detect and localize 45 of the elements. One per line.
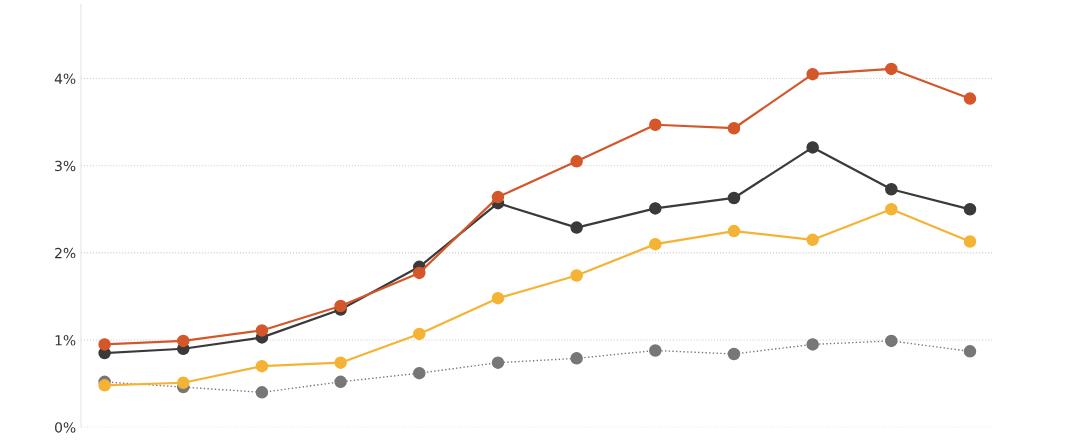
point [570, 221, 583, 234]
point [255, 324, 269, 337]
point [649, 202, 662, 215]
point [570, 155, 583, 168]
point [806, 67, 819, 81]
point [963, 203, 977, 216]
point [885, 203, 898, 216]
point [649, 118, 662, 131]
point [727, 347, 741, 361]
point [177, 334, 190, 348]
point [727, 121, 741, 135]
point [963, 345, 977, 358]
point [491, 190, 505, 204]
point [727, 224, 741, 238]
point [334, 299, 347, 313]
point [334, 375, 347, 389]
point [727, 191, 741, 205]
y-tick-label: 1% [55, 335, 76, 346]
point [570, 269, 583, 282]
y-tick-label: 4% [54, 73, 76, 85]
point [570, 352, 583, 365]
point [806, 338, 819, 351]
point [806, 233, 819, 247]
point [255, 386, 269, 399]
point [885, 62, 898, 76]
point [413, 327, 426, 341]
point [491, 291, 505, 305]
point [98, 379, 111, 392]
point [806, 141, 819, 154]
point [491, 356, 505, 369]
point [98, 338, 111, 351]
point [963, 92, 977, 105]
point [649, 237, 662, 251]
y-tick-label: 2% [55, 247, 76, 259]
point [334, 356, 347, 369]
point [963, 235, 977, 248]
y-tick-label: 0% [55, 422, 76, 433]
point [413, 366, 426, 380]
point [255, 359, 269, 373]
point [885, 334, 898, 348]
point [177, 376, 190, 389]
point [649, 344, 662, 357]
point [413, 266, 426, 280]
point [885, 182, 898, 196]
y-tick-label: 3% [55, 160, 76, 172]
